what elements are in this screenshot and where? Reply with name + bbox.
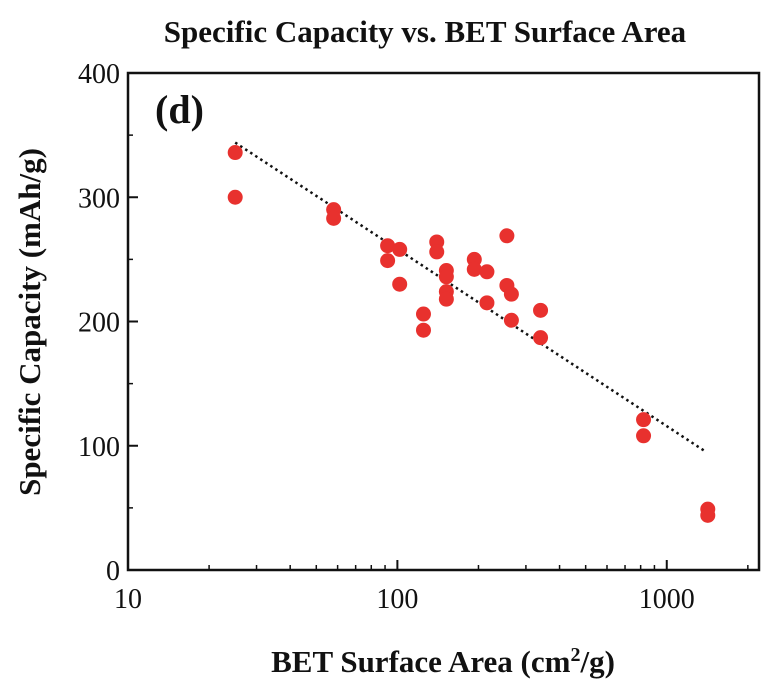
data-point (227, 189, 243, 205)
y-axis: 0 100 200 300 400 (78, 59, 138, 587)
data-point (479, 295, 495, 311)
y-tick-label: 400 (78, 59, 120, 90)
data-point (438, 291, 454, 307)
data-point (326, 210, 342, 226)
x-tick-label: 100 (376, 584, 418, 615)
data-points (227, 145, 716, 523)
data-point (466, 261, 482, 277)
data-point (503, 286, 519, 302)
data-point (636, 428, 652, 444)
y-tick-label: 0 (106, 556, 120, 587)
data-point (415, 322, 431, 338)
data-point (503, 312, 519, 328)
panel-label: (d) (155, 87, 204, 132)
data-point (533, 330, 549, 346)
y-tick-label: 100 (78, 432, 120, 463)
y-tick-label: 300 (78, 183, 120, 214)
data-point (380, 253, 396, 269)
trend-line (234, 141, 707, 454)
data-point (499, 228, 515, 244)
plot-frame (126, 71, 761, 572)
x-tick-label: 1000 (639, 584, 695, 615)
data-point (429, 244, 445, 260)
x-axis-label-main: BET Surface Area (cm (271, 644, 571, 679)
data-point (227, 145, 243, 161)
x-tick-label: 10 (114, 584, 142, 615)
data-point (392, 241, 408, 257)
x-axis-label-end: /g) (579, 644, 614, 679)
data-point (415, 306, 431, 322)
x-axis-label-superscript: 2 (570, 644, 580, 666)
data-point (380, 238, 396, 254)
data-point (533, 302, 549, 318)
data-point (700, 507, 716, 523)
data-point (636, 412, 652, 428)
y-axis-label: Specific Capacity (mAh/g) (12, 148, 47, 496)
x-axis: 10 100 1000 (114, 560, 749, 615)
data-point (479, 264, 495, 280)
data-point (392, 276, 408, 292)
y-tick-label: 200 (78, 308, 120, 339)
data-point (438, 269, 454, 285)
x-axis-label: BET Surface Area (cm2/g) (271, 644, 615, 679)
chart-title: Specific Capacity vs. BET Surface Area (164, 14, 687, 49)
plot-area (126, 71, 761, 572)
